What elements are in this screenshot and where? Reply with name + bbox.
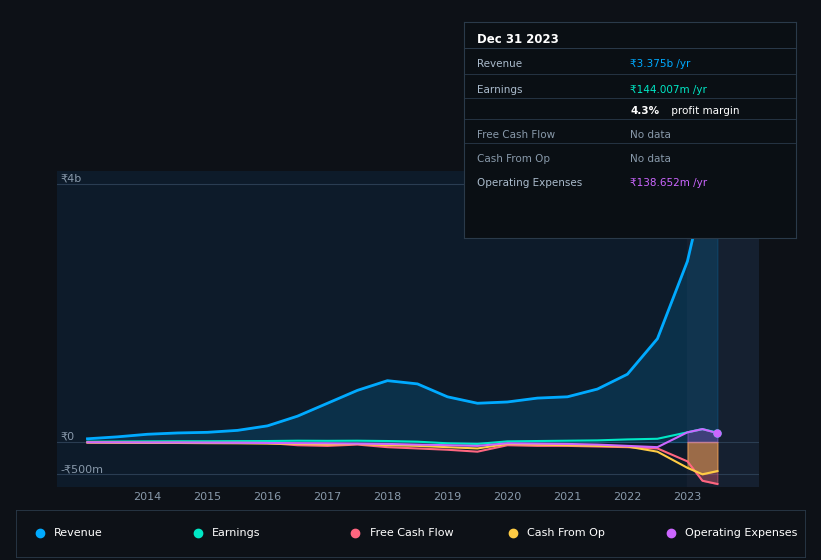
Text: Free Cash Flow: Free Cash Flow: [477, 130, 555, 140]
Text: Earnings: Earnings: [212, 529, 260, 538]
Text: ₹3.375b /yr: ₹3.375b /yr: [631, 59, 690, 69]
Text: profit margin: profit margin: [668, 106, 740, 116]
Text: ₹4b: ₹4b: [61, 174, 82, 184]
Text: Dec 31 2023: Dec 31 2023: [477, 33, 559, 46]
Text: -₹500m: -₹500m: [61, 464, 103, 474]
Text: Cash From Op: Cash From Op: [527, 529, 605, 538]
Text: ₹138.652m /yr: ₹138.652m /yr: [631, 178, 707, 188]
Text: ₹0: ₹0: [61, 432, 75, 442]
Text: 4.3%: 4.3%: [631, 106, 659, 116]
Text: Revenue: Revenue: [477, 59, 522, 69]
Text: Operating Expenses: Operating Expenses: [477, 178, 582, 188]
Text: No data: No data: [631, 130, 671, 140]
Text: Cash From Op: Cash From Op: [477, 154, 550, 164]
Text: No data: No data: [631, 154, 671, 164]
Text: Earnings: Earnings: [477, 85, 523, 95]
Text: ₹144.007m /yr: ₹144.007m /yr: [631, 85, 707, 95]
Text: Operating Expenses: Operating Expenses: [685, 529, 797, 538]
Text: Free Cash Flow: Free Cash Flow: [369, 529, 453, 538]
Bar: [687, 171, 759, 487]
Text: Revenue: Revenue: [54, 529, 103, 538]
